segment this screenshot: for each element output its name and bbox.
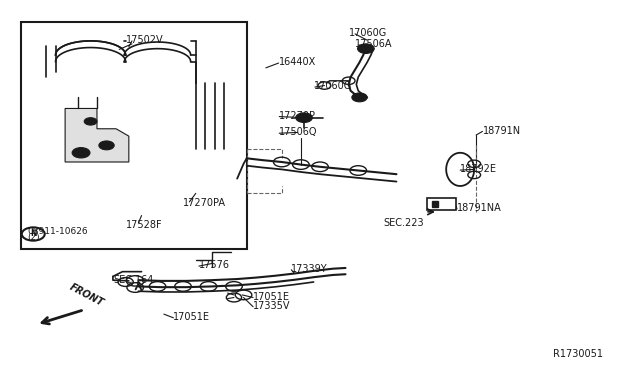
- Bar: [427, 198, 456, 210]
- Text: 18791N: 18791N: [483, 126, 520, 136]
- Text: SEC.223: SEC.223: [384, 218, 424, 228]
- Circle shape: [72, 148, 90, 158]
- Text: 18791NA: 18791NA: [457, 203, 502, 213]
- Text: FRONT: FRONT: [68, 282, 106, 308]
- Text: N: N: [30, 230, 36, 238]
- Text: 17506A: 17506A: [355, 39, 392, 49]
- Text: R1730051: R1730051: [552, 349, 603, 359]
- Text: 17506Q: 17506Q: [278, 128, 317, 138]
- Text: 18792E: 18792E: [460, 164, 497, 174]
- Text: 16440X: 16440X: [278, 57, 316, 67]
- Text: 17270PA: 17270PA: [183, 198, 226, 208]
- Circle shape: [296, 113, 312, 122]
- Circle shape: [356, 95, 364, 100]
- Circle shape: [358, 44, 374, 54]
- Circle shape: [84, 118, 97, 125]
- Text: 17060G: 17060G: [314, 81, 352, 91]
- Circle shape: [76, 150, 86, 156]
- Circle shape: [102, 143, 111, 148]
- Text: 17335V: 17335V: [253, 301, 291, 311]
- Text: 17576: 17576: [199, 260, 230, 270]
- Circle shape: [352, 93, 367, 102]
- Text: 17051E: 17051E: [253, 292, 290, 302]
- Text: 17270P: 17270P: [278, 111, 316, 121]
- Bar: [20, 22, 246, 249]
- Text: 17060G: 17060G: [349, 28, 387, 38]
- Polygon shape: [65, 109, 129, 162]
- Text: 17502V: 17502V: [125, 35, 163, 45]
- Text: 17051E: 17051E: [173, 312, 211, 322]
- Circle shape: [99, 141, 114, 150]
- Text: (2): (2): [27, 233, 40, 242]
- Text: 17339Y: 17339Y: [291, 264, 328, 274]
- Text: 17528F: 17528F: [125, 220, 163, 230]
- Circle shape: [362, 46, 371, 51]
- Text: 08911-10626: 08911-10626: [27, 227, 88, 235]
- Text: SEC.164: SEC.164: [113, 275, 153, 285]
